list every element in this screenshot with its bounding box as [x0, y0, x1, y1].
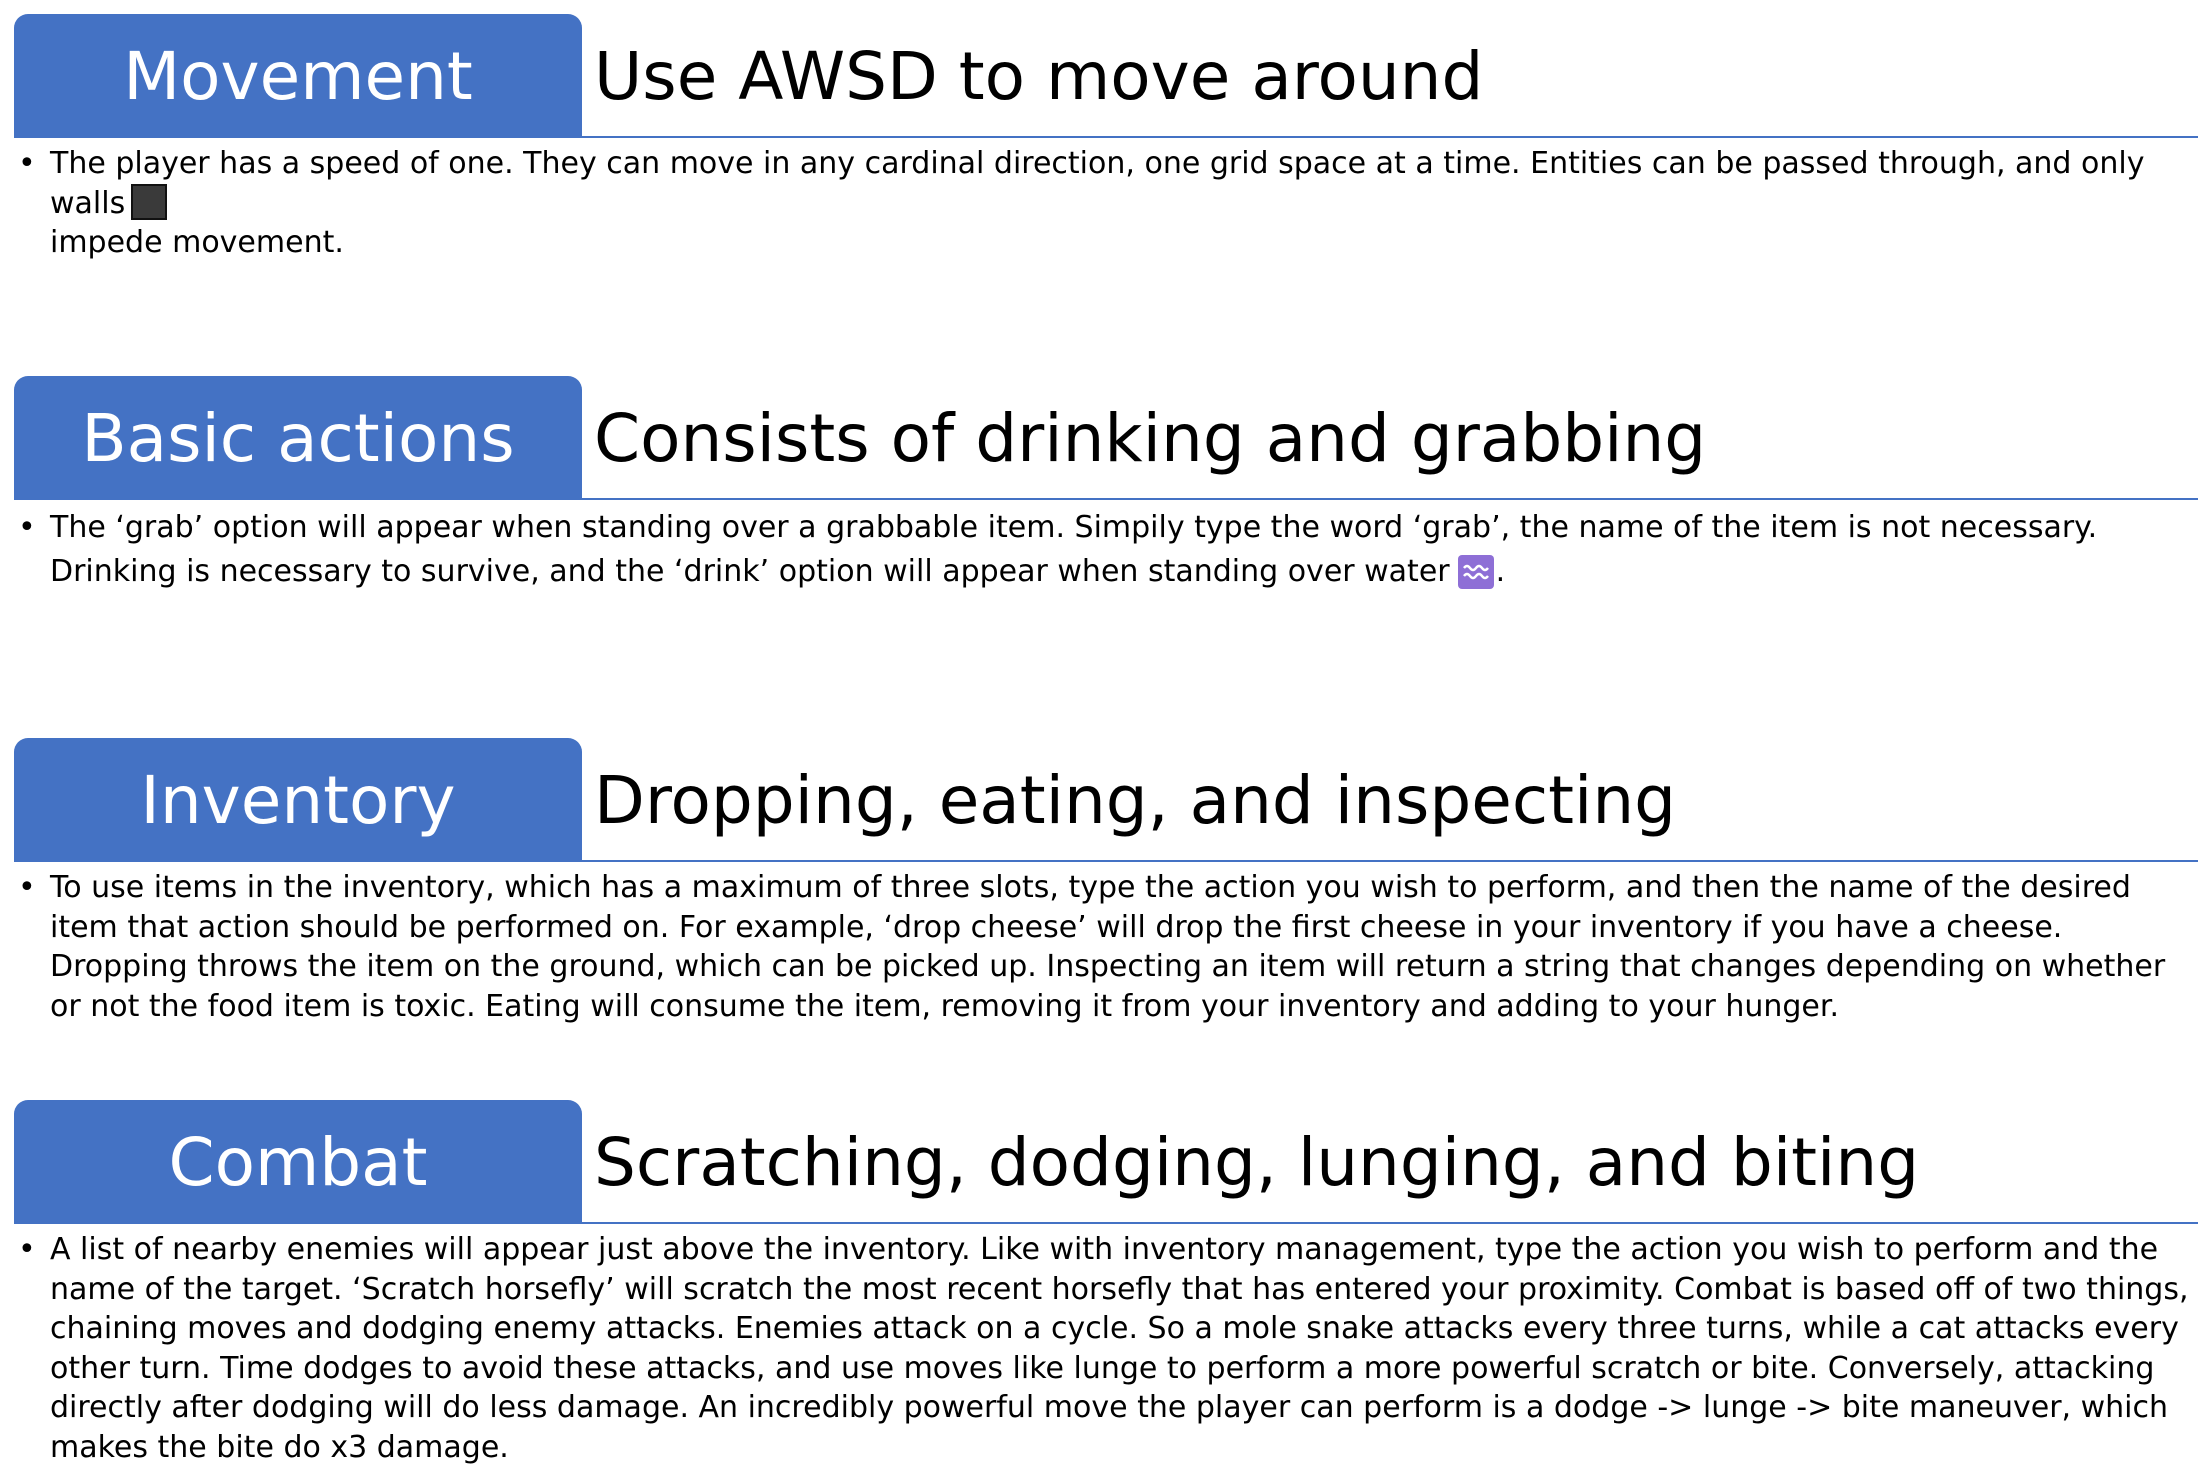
bullet: • — [18, 870, 36, 905]
movement-description: • The player has a speed of one. They ca… — [18, 144, 2196, 263]
basic-actions-text-end: . — [1495, 554, 1506, 589]
basic-actions-description: • The ‘grab’ option will appear when sta… — [18, 506, 2196, 594]
basic-actions-text: The ‘grab’ option will appear when stand… — [50, 510, 2098, 589]
heading-inventory: Dropping, eating, and inspecting — [594, 762, 1677, 839]
tab-combat: Combat — [14, 1100, 582, 1222]
movement-text-end: impede movement. — [50, 225, 344, 260]
bullet: • — [18, 1232, 36, 1267]
heading-basic-actions: Consists of drinking and grabbing — [594, 400, 1707, 477]
bullet: • — [18, 146, 36, 181]
water-icon — [1457, 555, 1494, 589]
divider-rule — [14, 498, 2198, 500]
combat-text: A list of nearby enemies will appear jus… — [50, 1232, 2189, 1465]
divider-rule — [14, 136, 2198, 138]
divider-rule — [14, 860, 2198, 862]
tab-basic-actions: Basic actions — [14, 376, 582, 498]
heading-combat: Scratching, dodging, lunging, and biting — [594, 1124, 1920, 1201]
wall-icon — [131, 183, 168, 220]
bullet: • — [18, 510, 36, 545]
tab-movement: Movement — [14, 14, 582, 136]
combat-description: • A list of nearby enemies will appear j… — [18, 1230, 2196, 1467]
divider-rule — [14, 1222, 2198, 1224]
inventory-description: • To use items in the inventory, which h… — [18, 868, 2196, 1026]
inventory-text: To use items in the inventory, which has… — [50, 870, 2166, 1024]
movement-text: The player has a speed of one. They can … — [50, 146, 2145, 221]
tab-inventory: Inventory — [14, 738, 582, 860]
heading-movement: Use AWSD to move around — [594, 38, 1484, 115]
